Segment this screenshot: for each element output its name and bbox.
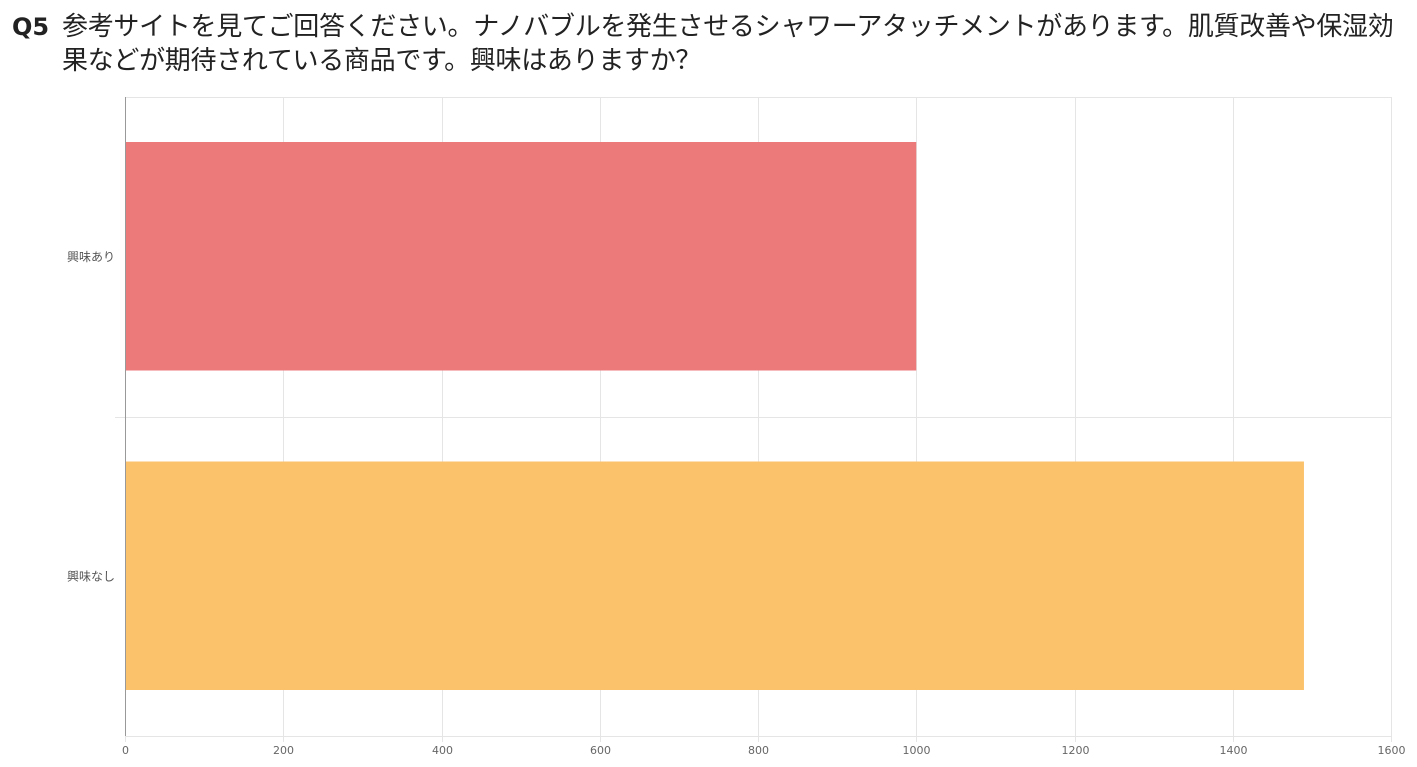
x-tick-label: 0 bbox=[122, 744, 129, 757]
bars bbox=[125, 142, 1304, 690]
question-text: 参考サイトを見てご回答ください。ナノバブルを発生させるシャワーアタッチメントがあ… bbox=[62, 12, 1394, 76]
category-label: 興味なし bbox=[67, 569, 115, 583]
question-header: Q5 参考サイトを見てご回答ください。ナノバブルを発生させるシャワーアタッチメン… bbox=[12, 10, 1412, 78]
x-tick-label: 1400 bbox=[1220, 744, 1248, 757]
x-tick-label: 1000 bbox=[903, 744, 931, 757]
category-label: 興味あり bbox=[67, 250, 115, 264]
x-tick-label: 1200 bbox=[1062, 744, 1090, 757]
x-tick-label: 200 bbox=[273, 744, 294, 757]
x-tick-label: 400 bbox=[432, 744, 453, 757]
question-number: Q5 bbox=[12, 13, 50, 41]
x-tick-label: 1600 bbox=[1378, 744, 1406, 757]
bar-not-interested bbox=[125, 461, 1304, 690]
x-tick-label: 800 bbox=[748, 744, 769, 757]
bar-interested bbox=[125, 142, 917, 371]
x-tick-label: 600 bbox=[590, 744, 611, 757]
